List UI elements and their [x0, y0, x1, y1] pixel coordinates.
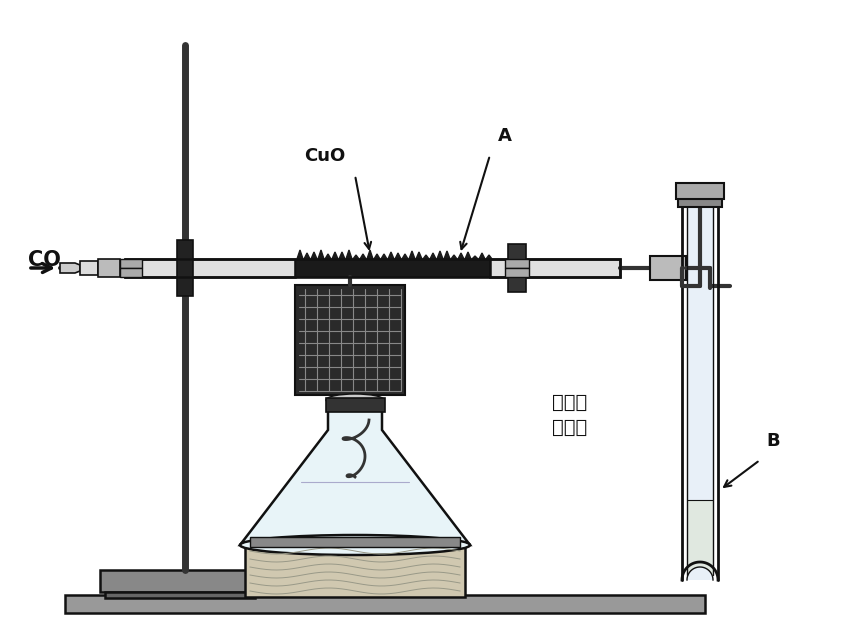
Text: CO: CO [28, 250, 61, 270]
Bar [177, 240, 193, 296]
Polygon shape [367, 250, 373, 259]
Bar [120, 268, 142, 277]
Ellipse shape [240, 535, 470, 555]
Polygon shape [472, 256, 478, 259]
Polygon shape [339, 252, 345, 259]
Text: 澄清的
石灰水: 澄清的 石灰水 [553, 393, 588, 437]
Bar [105, 592, 255, 598]
Bar [508, 244, 526, 292]
Polygon shape [388, 252, 394, 259]
Polygon shape [465, 252, 471, 259]
Polygon shape [458, 253, 464, 259]
Polygon shape [430, 253, 436, 259]
Bar [65, 595, 705, 613]
Bar [326, 398, 385, 412]
Text: A: A [498, 127, 512, 145]
Polygon shape [360, 254, 366, 259]
Text: CuO: CuO [304, 147, 346, 165]
Polygon shape [444, 251, 450, 259]
Polygon shape [409, 251, 415, 259]
Bar [650, 256, 686, 280]
Polygon shape [332, 252, 338, 259]
Bar [80, 261, 98, 275]
Polygon shape [374, 254, 380, 259]
Polygon shape [353, 255, 359, 259]
Polygon shape [479, 253, 485, 259]
Polygon shape [60, 263, 80, 273]
Bar [295, 259, 490, 277]
Polygon shape [402, 254, 408, 259]
Bar [295, 285, 405, 395]
Polygon shape [311, 252, 317, 259]
Bar [678, 197, 722, 207]
Polygon shape [297, 250, 303, 259]
Polygon shape [437, 251, 443, 259]
Polygon shape [346, 250, 352, 259]
Polygon shape [416, 252, 422, 259]
Polygon shape [451, 255, 457, 259]
Ellipse shape [326, 394, 384, 406]
Polygon shape [318, 250, 324, 259]
Bar [250, 537, 460, 547]
Bar [120, 259, 142, 268]
Text: B: B [766, 432, 780, 450]
Bar [505, 259, 529, 268]
Polygon shape [486, 255, 492, 259]
Bar [490, 259, 620, 277]
Polygon shape [240, 400, 470, 545]
Bar [100, 570, 260, 592]
Bar [125, 259, 295, 277]
Polygon shape [395, 253, 401, 259]
Polygon shape [381, 254, 387, 259]
Polygon shape [687, 500, 713, 580]
Bar [98, 259, 120, 277]
Bar [125, 259, 620, 277]
Polygon shape [325, 254, 331, 259]
Polygon shape [304, 253, 310, 259]
Bar [505, 268, 529, 277]
Polygon shape [423, 255, 429, 259]
Bar [676, 183, 724, 199]
Bar [687, 205, 713, 580]
Bar [245, 545, 465, 597]
